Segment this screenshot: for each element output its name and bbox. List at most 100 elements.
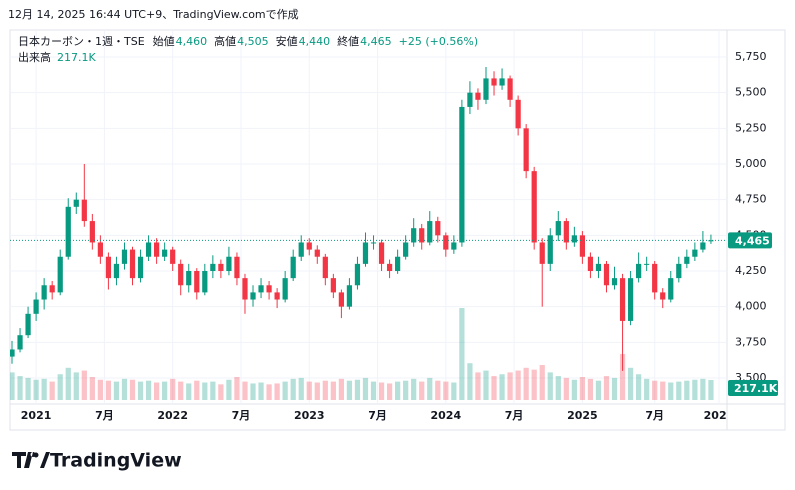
volume-bar [121,378,128,400]
volume-bar [266,384,272,400]
legend-text: 217.1K [57,51,96,64]
volume-bar [395,381,401,400]
candle-body [507,78,513,100]
candle-body [194,271,200,293]
x-tick-label: 7月 [645,409,664,422]
volume-bar [684,380,690,400]
volume-bar [451,382,457,400]
candle-body [10,349,15,357]
candle-body [274,292,280,300]
volume-bar [33,379,39,400]
candle-body [419,228,425,243]
candle-body [627,278,634,321]
volume-bar [555,376,561,400]
legend-text: 4,505 [237,35,269,48]
candle-body [202,271,208,293]
x-tick-label: 2025 [567,409,598,422]
logo-text: TradingView [50,450,182,472]
x-tick-label: 7月 [505,409,524,422]
candle-body [306,242,312,250]
candle-body [515,99,521,129]
volume-bar [419,381,425,400]
volume-bar [49,381,55,400]
candle-body [113,263,120,279]
volume-bar [226,379,232,400]
candle-body [49,285,55,293]
volume-bar [274,383,280,400]
candle-body [178,263,184,286]
candle-body [555,221,561,236]
last-price-label: 4,465 [735,234,770,247]
candle-body [338,292,344,307]
volume-bar [627,367,634,400]
candle-body [668,278,674,300]
candle-body [186,271,192,286]
volume-bar [611,377,618,400]
volume-bar [595,380,602,400]
volume-bar [507,372,513,400]
volume-bar [563,377,569,400]
y-tick-label: 3,750 [735,335,767,348]
candle-body [459,106,465,243]
volume-bar [162,381,168,400]
candle-body [395,256,401,271]
volume-bar [378,382,385,400]
volume-bar [234,377,240,400]
candle-body [354,263,361,286]
volume-bar [314,382,320,400]
candle-body [121,249,128,264]
last-volume-box [728,380,778,396]
y-tick-label: 4,000 [735,300,767,313]
volume-bar [411,378,417,400]
candle-body [258,285,264,293]
volume-bar [346,380,353,400]
candle-body [105,256,112,279]
candle-body [427,221,433,243]
candle-body [435,221,441,236]
volume-bar [129,379,136,400]
legend-text: 始値 [153,34,175,48]
volume-bar [298,377,304,400]
y-tick-label: 5,250 [735,121,767,134]
candle-body [322,256,328,279]
legend-text: 出来高 [18,50,51,64]
volume-bar [242,381,248,400]
candle-body [145,242,152,257]
candle-body [250,292,256,300]
volume-bar [218,384,224,400]
volume-bar [81,370,87,400]
y-tick-label: 5,000 [735,157,767,170]
legend: 日本カーボン・1週・TSE 始値 4,460 高値 4,505 安値 4,440 終値 4,46… [18,34,478,64]
x-tick-label: 7月 [95,409,114,422]
volume-bar [660,381,666,400]
candle-body [226,256,232,271]
candle-body [370,242,377,244]
x-tick-label: 2022 [157,409,188,422]
x-tick-label: 2021 [21,409,52,422]
volume-bar [202,382,208,400]
volume-bar [636,374,642,400]
volume-bar [692,379,698,400]
candle-body [692,249,698,257]
volume-bar [483,370,489,400]
candle-body [579,235,586,257]
candle-body [523,128,529,172]
volume-bar [330,381,336,400]
candle-body [41,285,47,300]
volume-bar [89,377,95,400]
y-tick-label: 4,250 [735,264,767,277]
volume-bar [73,372,79,400]
x-axis: 2021 7月 2022 7月 2023 7月 2024 7月 2025 7月 2026 [21,409,727,422]
candle-body [531,171,537,243]
volume-bar [17,376,23,400]
volume-bar [403,380,409,400]
volume-bar [579,377,586,400]
volume-bar [338,378,344,400]
volume-bar [25,377,31,400]
volume-bar [362,377,369,400]
candle-body [266,285,272,293]
candle-body [57,256,63,293]
candle-body [475,92,481,100]
volume-bar [354,379,361,400]
candle-body [314,249,320,257]
